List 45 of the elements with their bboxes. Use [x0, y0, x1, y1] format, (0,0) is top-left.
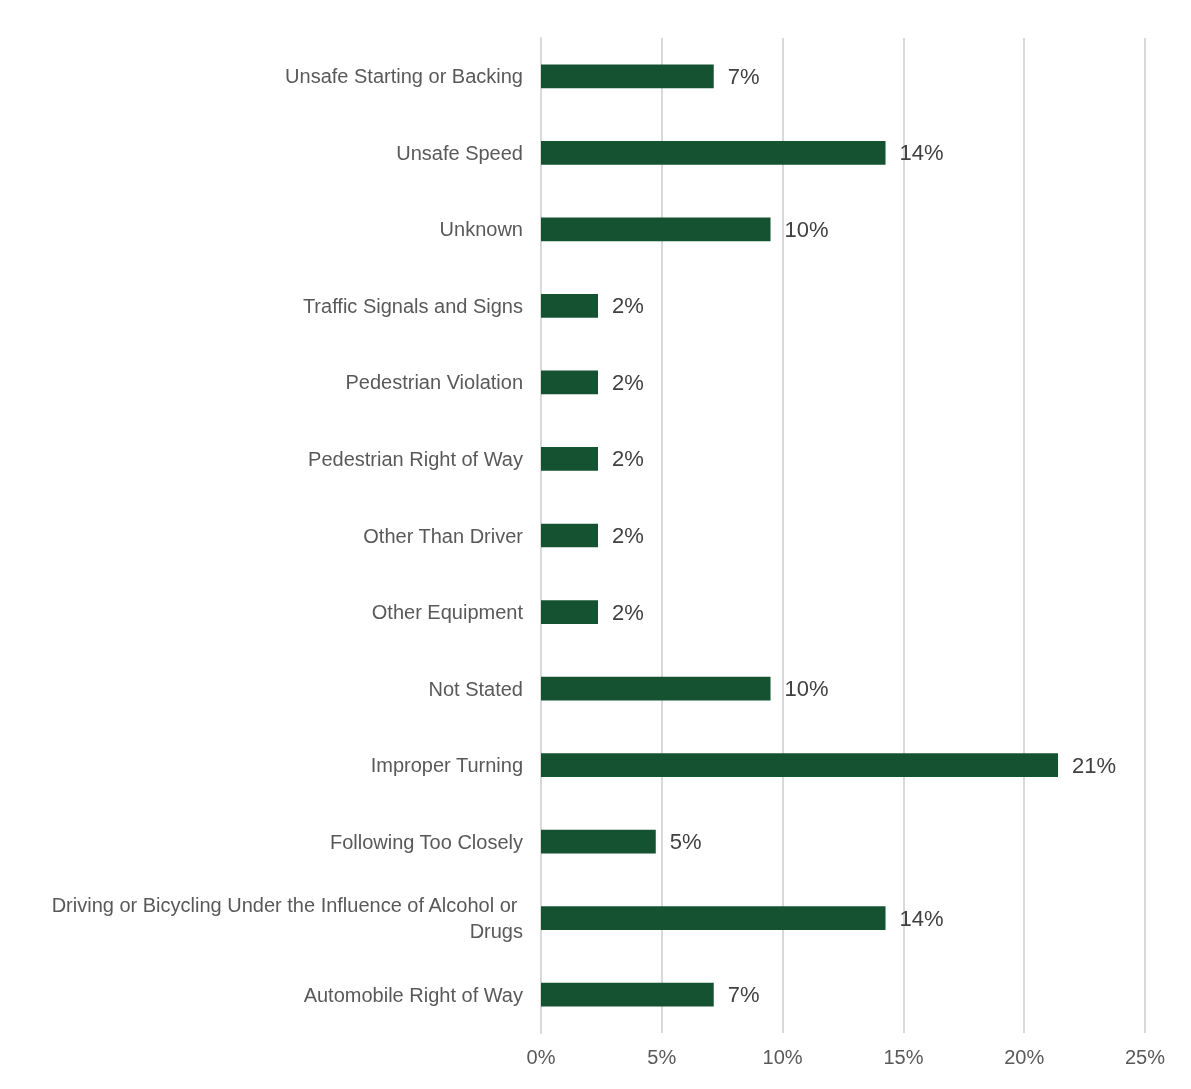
data-label: 10%	[784, 676, 829, 702]
y-tick-label: Other Than Driver	[363, 524, 524, 547]
bar	[541, 217, 771, 242]
data-label: 2%	[612, 446, 644, 472]
x-tick-label: 15%	[883, 1046, 924, 1068]
y-tick-label: Unknown	[439, 218, 523, 241]
data-label: 21%	[1072, 752, 1117, 778]
y-tick-label: Pedestrian Right of Way	[308, 447, 523, 470]
y-tick-label: Other Equipment	[371, 601, 524, 624]
y-tick-label: Following Too Closely	[329, 830, 523, 853]
data-label: 14%	[899, 140, 944, 166]
x-tick-label: 10%	[762, 1046, 803, 1068]
y-tick-label: Automobile Right of Way	[303, 983, 523, 1006]
y-tick-label: Unsafe Starting or Backing	[285, 65, 523, 88]
data-label: 2%	[612, 599, 644, 625]
x-tick-label: 0%	[526, 1046, 556, 1068]
bar	[541, 64, 714, 89]
data-label: 2%	[612, 293, 644, 319]
data-label: 2%	[612, 369, 644, 395]
y-tick-label: Improper Turning	[370, 754, 523, 777]
bar	[541, 982, 714, 1007]
x-tick-label: 20%	[1004, 1046, 1045, 1068]
data-label: 14%	[899, 905, 944, 931]
y-tick-label: Not Stated	[428, 677, 523, 700]
bar	[541, 447, 599, 471]
bar	[541, 370, 599, 395]
x-tick-label: 25%	[1124, 1046, 1166, 1068]
y-tick-label: Traffic Signals and Signs	[302, 294, 523, 317]
x-tick-label: 5%	[647, 1046, 677, 1068]
bar	[541, 829, 656, 854]
bar	[541, 600, 599, 624]
bar	[541, 523, 599, 548]
bar	[541, 140, 886, 165]
y-tick-label: Pedestrian Violation	[345, 371, 523, 394]
bar	[541, 676, 771, 701]
data-label: 7%	[727, 63, 760, 89]
data-label: 7%	[727, 982, 760, 1008]
bar	[541, 294, 599, 318]
data-label: 5%	[669, 829, 702, 855]
data-label: 10%	[784, 216, 829, 242]
y-tick-label: Driving or Bicycling Under the Influence of Alcohol or Drugs	[51, 894, 523, 943]
bar	[541, 753, 1059, 777]
data-label: 2%	[612, 523, 644, 548]
bar	[541, 906, 886, 931]
y-tick-label: Unsafe Speed	[396, 141, 523, 164]
